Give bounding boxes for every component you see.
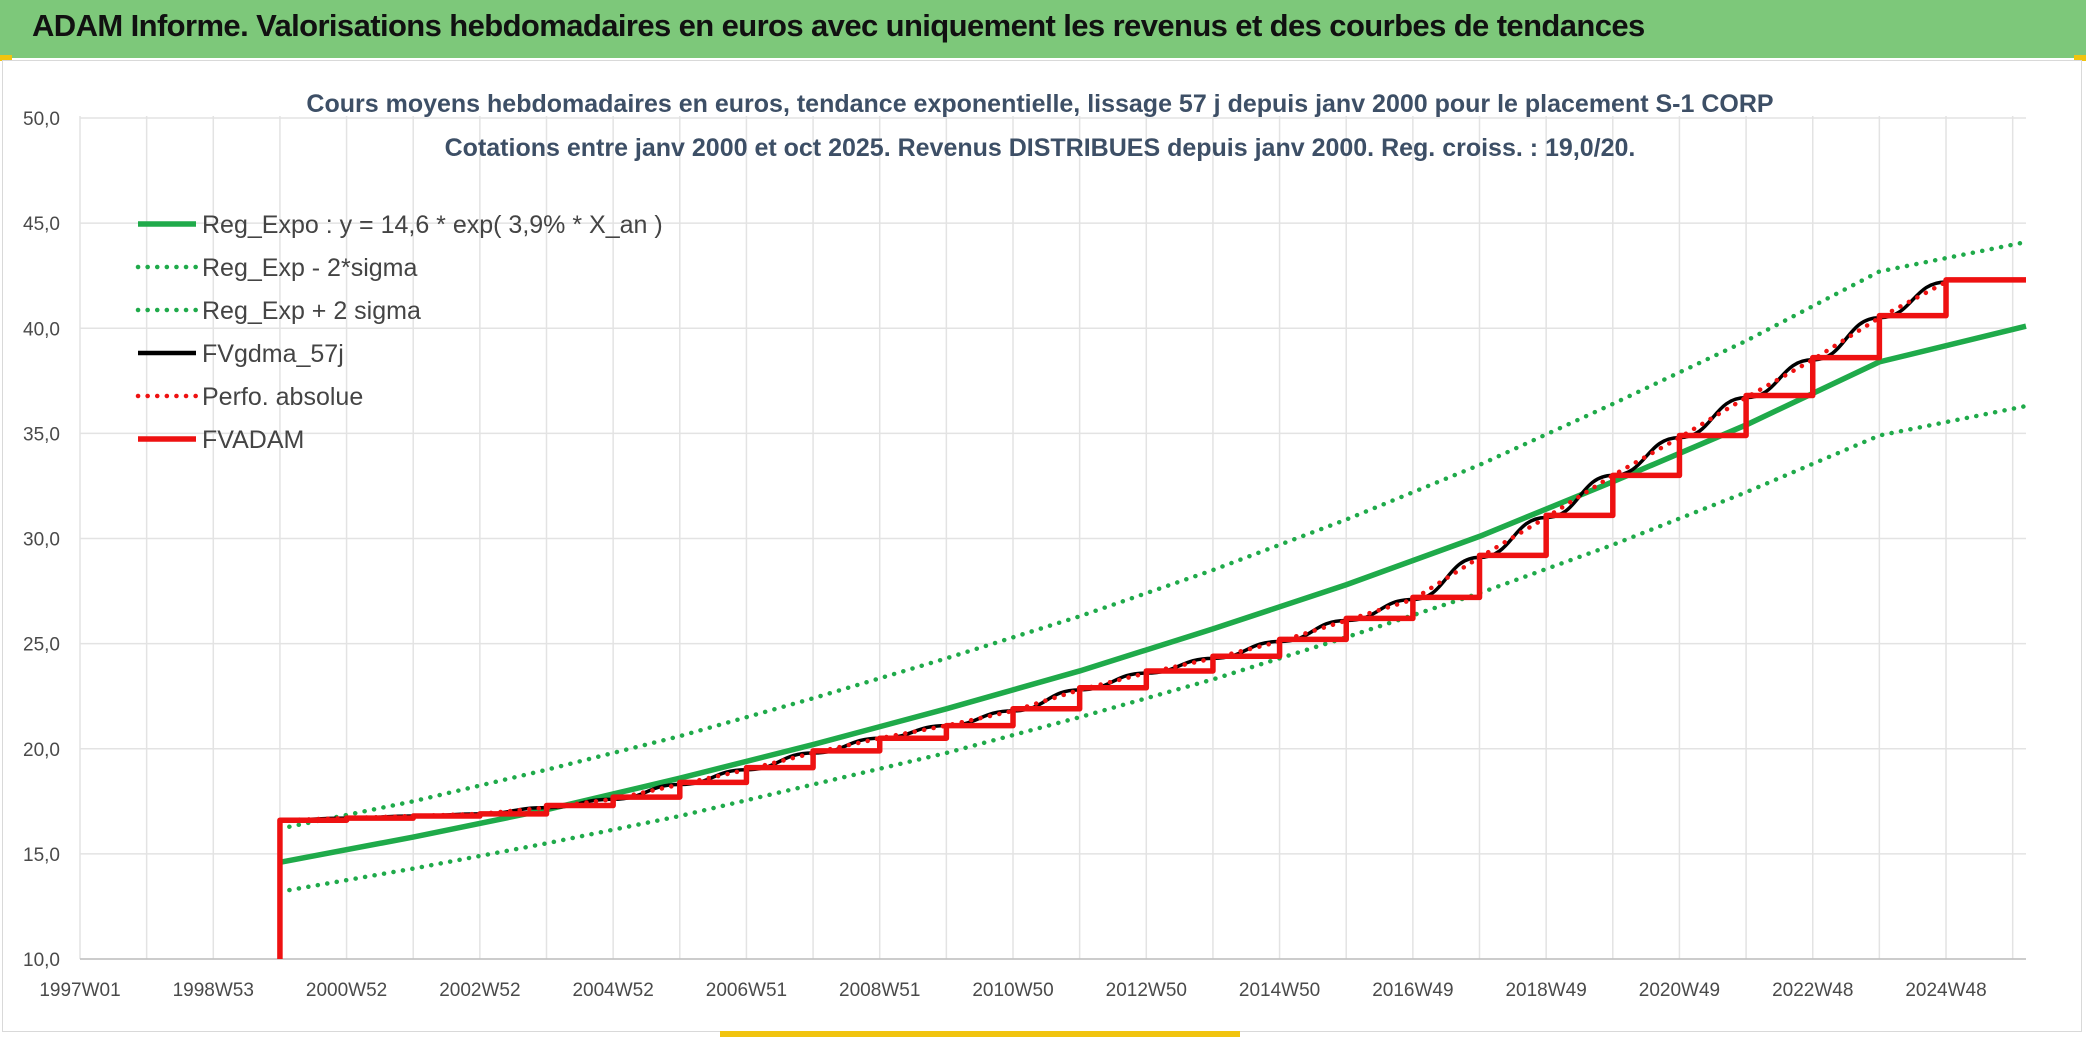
y-tick-label: 25,0 <box>23 635 60 656</box>
grid-layer <box>79 116 2026 960</box>
series-line <box>277 277 2026 959</box>
y-tick-label: 50,0 <box>23 109 60 130</box>
bottom-accent-bar <box>720 1031 1240 1037</box>
legend-label: Reg_Exp + 2 sigma <box>202 297 421 325</box>
x-tick-label: 2008W51 <box>839 980 920 1001</box>
chart-title: Cours moyens hebdomadaires en euros, ten… <box>306 90 1773 118</box>
x-tick-label: 2018W49 <box>1505 980 1586 1001</box>
report-title: ADAM Informe. Valorisations hebdomadaire… <box>32 8 1645 43</box>
legend: Reg_Expo : y = 14,6 * exp( 3,9% * X_an )… <box>135 211 663 454</box>
x-tick-label: 2000W52 <box>306 980 387 1001</box>
series-line <box>277 239 2029 831</box>
x-tick-label: 2014W50 <box>1239 980 1320 1001</box>
x-tick-label: 2024W48 <box>1905 980 1986 1001</box>
corner-marker-left <box>0 55 12 61</box>
legend-label: FVgdma_57j <box>202 340 344 368</box>
legend-label: Perfo. absolue <box>202 383 363 411</box>
series-line <box>277 403 2029 894</box>
y-axis-ticks: 10,0 15,0 20,0 25,0 30,0 35,0 40,0 45,0 50,0 <box>23 109 60 971</box>
title-banner: ADAM Informe. Valorisations hebdomadaire… <box>0 0 2086 58</box>
series-layer <box>277 239 2029 959</box>
x-tick-label: 2022W48 <box>1772 980 1853 1001</box>
x-tick-label: 2006W51 <box>706 980 787 1001</box>
x-axis-ticks: 1997W01 1998W53 2000W52 2002W52 2004W52 2006W… <box>39 980 1986 1001</box>
series-line <box>279 323 2027 865</box>
y-tick-label: 45,0 <box>23 214 60 235</box>
y-tick-label: 40,0 <box>23 319 60 340</box>
x-tick-label: 1998W53 <box>173 980 254 1001</box>
x-tick-label: 2012W50 <box>1106 980 1187 1001</box>
y-tick-label: 30,0 <box>23 530 60 551</box>
series-line <box>279 280 1947 822</box>
x-tick-label: 2010W50 <box>972 980 1053 1001</box>
x-tick-label: 2016W49 <box>1372 980 1453 1001</box>
y-tick-label: 10,0 <box>23 950 60 971</box>
y-tick-label: 35,0 <box>23 424 60 445</box>
x-tick-label: 2020W49 <box>1639 980 1720 1001</box>
legend-label: Reg_Exp - 2*sigma <box>202 254 417 282</box>
legend-label: FVADAM <box>202 426 304 454</box>
y-tick-label: 15,0 <box>23 845 60 866</box>
corner-marker-right <box>2074 55 2086 61</box>
y-tick-label: 20,0 <box>23 740 60 761</box>
chart-subtitle: Cotations entre janv 2000 et oct 2025. R… <box>445 134 1636 162</box>
series-line <box>277 279 1949 823</box>
legend-label: Reg_Expo : y = 14,6 * exp( 3,9% * X_an ) <box>202 211 663 239</box>
x-tick-label: 2002W52 <box>439 980 520 1001</box>
x-tick-label: 1997W01 <box>39 980 120 1001</box>
x-tick-label: 2004W52 <box>572 980 653 1001</box>
